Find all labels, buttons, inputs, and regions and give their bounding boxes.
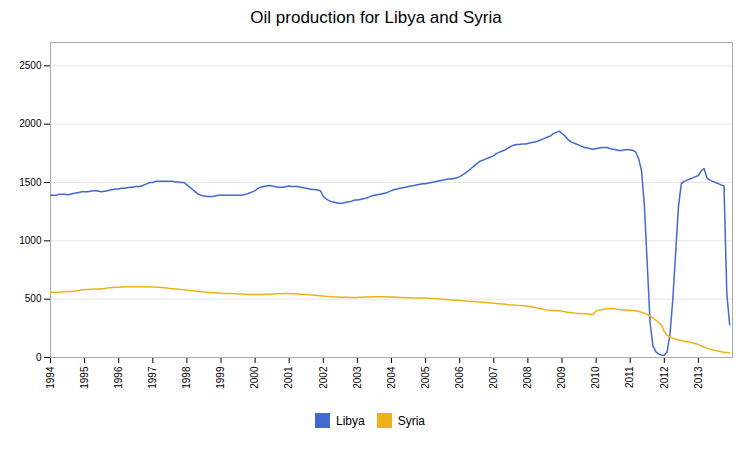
svg-text:1997: 1997	[147, 366, 158, 389]
svg-text:2013: 2013	[693, 366, 704, 389]
svg-text:1998: 1998	[181, 366, 192, 389]
svg-text:500: 500	[25, 293, 42, 304]
svg-text:2002: 2002	[318, 366, 329, 389]
svg-text:1994: 1994	[45, 366, 56, 389]
html-text:Libya: Libya	[336, 413, 365, 428]
svg-text:2500: 2500	[19, 60, 42, 71]
svg-text:2001: 2001	[283, 366, 294, 389]
svg-text:2005: 2005	[420, 366, 431, 389]
svg-text:1500: 1500	[19, 177, 42, 188]
svg-text:2008: 2008	[522, 366, 533, 389]
svg-text:2000: 2000	[19, 118, 42, 129]
svg-text:2003: 2003	[352, 366, 363, 389]
svg-text:2007: 2007	[488, 366, 499, 389]
svg-text:2004: 2004	[386, 366, 397, 389]
svg-text:2011: 2011	[624, 366, 635, 388]
svg-text:1000: 1000	[19, 235, 42, 246]
html-text:Oil production for Libya and S: Oil production for Libya and Syria	[250, 8, 502, 27]
html-text:Syria: Syria	[397, 413, 425, 428]
svg-text:2009: 2009	[556, 366, 567, 389]
svg-text:2010: 2010	[590, 366, 601, 389]
svg-text:2006: 2006	[454, 366, 465, 389]
svg-text:1996: 1996	[113, 366, 124, 389]
svg-text:1999: 1999	[215, 366, 226, 389]
svg-text:0: 0	[36, 352, 42, 363]
svg-text:2012: 2012	[659, 366, 670, 389]
svg-text:1995: 1995	[79, 366, 90, 389]
svg-text:2000: 2000	[249, 366, 260, 389]
